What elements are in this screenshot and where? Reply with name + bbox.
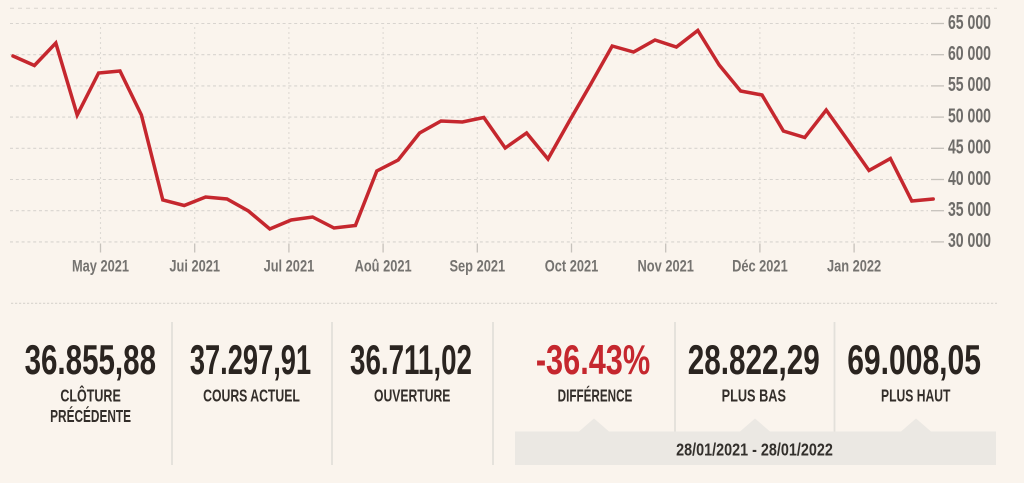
svg-text:50 000: 50 000 [948,104,991,127]
svg-text:28.822,29: 28.822,29 [688,336,820,383]
svg-text:-36.43%: -36.43% [536,336,650,383]
svg-text:Sep 2021: Sep 2021 [450,257,506,276]
svg-text:PRÉCÉDENTE: PRÉCÉDENTE [50,407,131,427]
svg-text:CLÔTURE: CLÔTURE [60,385,120,406]
svg-text:55 000: 55 000 [948,73,991,96]
svg-text:30 000: 30 000 [948,229,991,252]
svg-text:Déc 2021: Déc 2021 [732,257,788,276]
svg-text:Oct 2021: Oct 2021 [545,257,598,276]
svg-text:40 000: 40 000 [948,166,991,189]
svg-text:Aoû 2021: Aoû 2021 [355,257,412,276]
svg-text:Jul 2021: Jul 2021 [264,257,315,276]
svg-text:May 2021: May 2021 [72,257,129,276]
svg-text:60 000: 60 000 [948,41,991,64]
svg-text:65 000: 65 000 [948,10,991,33]
svg-text:28/01/2021 - 28/01/2022: 28/01/2021 - 28/01/2022 [676,440,833,460]
svg-text:Jui 2021: Jui 2021 [169,257,220,276]
svg-text:36.855,88: 36.855,88 [25,336,156,383]
svg-text:DIFFÉRENCE: DIFFÉRENCE [558,386,633,406]
svg-text:37.297,91: 37.297,91 [190,336,311,383]
svg-text:COURS ACTUEL: COURS ACTUEL [203,386,300,406]
svg-text:Nov 2021: Nov 2021 [638,257,694,276]
svg-text:Jan 2022: Jan 2022 [827,257,881,276]
svg-text:PLUS HAUT: PLUS HAUT [881,386,950,406]
svg-text:OUVERTURE: OUVERTURE [374,386,450,406]
svg-text:36.711,02: 36.711,02 [350,336,472,383]
svg-text:45 000: 45 000 [948,135,991,158]
svg-text:69.008,05: 69.008,05 [847,336,981,383]
svg-text:35 000: 35 000 [948,197,991,220]
svg-text:PLUS BAS: PLUS BAS [722,387,786,406]
